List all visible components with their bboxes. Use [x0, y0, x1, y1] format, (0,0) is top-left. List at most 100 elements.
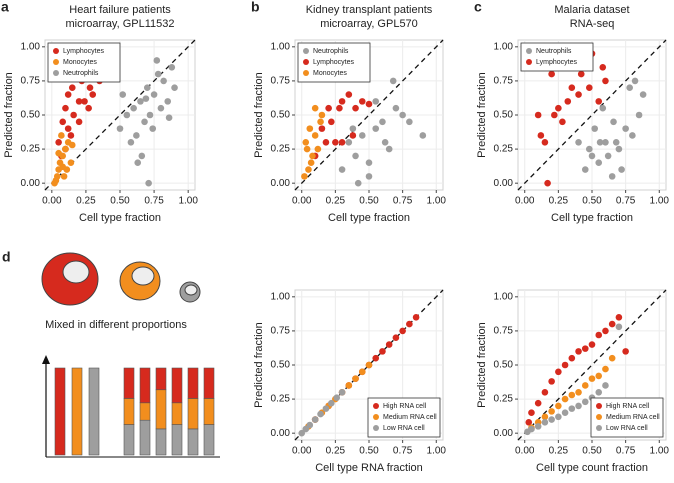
y-tick-label: 1.00 — [494, 41, 514, 52]
point — [60, 173, 68, 180]
legend-marker — [53, 70, 59, 76]
y-tick-label: 0.00 — [494, 428, 514, 439]
point — [595, 159, 603, 167]
y-tick-label: 1.00 — [271, 41, 291, 52]
point — [311, 416, 319, 423]
legend-marker — [596, 403, 602, 409]
legend-marker — [303, 70, 309, 76]
point — [612, 138, 620, 146]
legend-box — [590, 397, 664, 438]
y-tick-label: 0.25 — [21, 144, 41, 155]
point — [75, 98, 83, 105]
point — [311, 104, 319, 112]
annotation: Mixed in different proportions — [45, 319, 187, 331]
point — [311, 132, 319, 139]
legend-marker — [373, 403, 379, 409]
x-tick-label: 0.75 — [393, 196, 413, 207]
point — [345, 138, 353, 146]
x-tick-label: 0.50 — [359, 446, 379, 457]
point — [130, 104, 137, 112]
legend-label: Low RNA cell — [383, 425, 425, 432]
x-tick-label: 0.50 — [582, 196, 602, 207]
point — [555, 104, 562, 112]
bar-segment — [54, 367, 66, 456]
legend-label: Monocytes — [313, 70, 347, 77]
point — [559, 118, 566, 126]
y-tick-label: 0.25 — [494, 144, 514, 155]
point — [123, 111, 131, 119]
bar-segment — [71, 367, 83, 456]
point — [586, 145, 593, 153]
bar-segment — [187, 398, 199, 430]
bar-segment — [171, 424, 183, 456]
x-axis-label: Cell type fraction — [551, 212, 633, 224]
point — [615, 313, 623, 321]
arrow-head — [42, 355, 50, 364]
legend-label: Neutrophils — [536, 48, 572, 55]
y-axis-label: Predicted fraction — [253, 72, 265, 158]
bar-segment — [139, 402, 151, 421]
point — [137, 98, 144, 105]
point — [608, 320, 616, 328]
point — [154, 70, 162, 78]
legend-label: Lymphocytes — [313, 59, 354, 66]
point — [525, 418, 533, 426]
x-tick-label: 0.50 — [582, 446, 602, 457]
legend-label: Lymphocytes — [63, 48, 104, 55]
y-axis-label: Predicted fraction — [476, 72, 488, 158]
legend-box — [520, 42, 594, 72]
point — [548, 378, 555, 385]
point — [81, 98, 88, 105]
point — [62, 104, 69, 112]
point — [568, 84, 576, 92]
point — [352, 104, 359, 112]
point — [317, 410, 324, 418]
legend-label: Low RNA cell — [606, 425, 648, 432]
x-tick-label: 0.25 — [549, 446, 569, 457]
point — [150, 91, 158, 98]
point — [581, 345, 589, 352]
point — [134, 159, 142, 167]
legend-marker — [373, 414, 379, 420]
x-axis-label: Cell type fraction — [328, 212, 410, 224]
point — [629, 132, 636, 139]
point — [55, 149, 62, 157]
y-tick-label: 0.50 — [271, 360, 291, 371]
bar-segment — [187, 367, 199, 399]
point — [534, 423, 542, 430]
y-tick-label: 0.25 — [494, 394, 514, 405]
x-tick-label: 1.00 — [650, 446, 670, 457]
point — [317, 118, 324, 126]
point — [165, 114, 173, 122]
point — [68, 84, 76, 92]
point — [333, 394, 341, 402]
point — [306, 421, 314, 429]
point — [133, 132, 140, 139]
point — [419, 132, 427, 139]
x-tick-label: 0.00 — [515, 446, 535, 457]
y-tick-label: 0.00 — [271, 178, 291, 189]
nucleus — [62, 260, 90, 284]
y-axis-label: Predicted fraction — [3, 72, 15, 158]
nucleus — [131, 266, 155, 286]
point — [615, 323, 623, 331]
y-tick-label: 0.00 — [271, 428, 291, 439]
point — [389, 77, 397, 85]
point — [365, 100, 373, 108]
point — [412, 313, 420, 321]
point — [354, 179, 362, 187]
x-tick-label: 0.00 — [292, 196, 312, 207]
point — [58, 132, 65, 139]
x-tick-label: 1.00 — [427, 446, 447, 457]
point — [302, 425, 310, 433]
point — [595, 372, 603, 380]
legend-marker — [303, 48, 309, 54]
y-axis-label: Predicted fraction — [253, 322, 265, 408]
point — [365, 173, 373, 180]
point — [358, 132, 366, 139]
point — [575, 388, 582, 396]
legend-marker — [596, 414, 602, 420]
point — [59, 163, 67, 171]
point — [338, 138, 346, 146]
